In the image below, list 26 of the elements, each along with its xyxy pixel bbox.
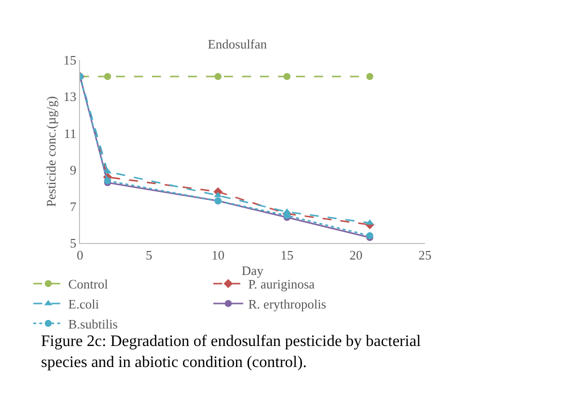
- x-tick-label: 5: [146, 248, 152, 263]
- y-tick-label: 9: [70, 162, 76, 178]
- legend-label: Control: [68, 276, 108, 292]
- legend-label: E.coli: [68, 296, 100, 312]
- point: [104, 72, 112, 80]
- legend-label: P. auriginosa: [248, 276, 315, 292]
- point: [284, 72, 290, 80]
- point: [366, 72, 374, 80]
- y-tick-label: 15: [63, 52, 76, 68]
- y-axis-title: Pesticide conc.(µg/g): [43, 96, 58, 207]
- x-tick-label: 10: [212, 248, 224, 263]
- y-tick-label: 13: [63, 89, 76, 104]
- x-tick-label: 25: [418, 248, 432, 263]
- legend-label: R. erythropolis: [248, 296, 326, 312]
- legend-label: B.subtilis: [68, 316, 118, 332]
- point: [366, 219, 374, 225]
- x-axis-title: Day: [242, 263, 264, 278]
- caption: Figure 2c: Degradation of endosulfan pesticide by bacterial species and in abiotic condition (control).: [41, 333, 422, 371]
- x-tick-label: 0: [76, 248, 84, 263]
- x-tick-label: 15: [280, 248, 294, 263]
- x-tick-label: 20: [350, 248, 362, 263]
- y-tick-label: 11: [64, 126, 76, 141]
- chart-title: Endosulfan: [208, 36, 268, 52]
- y-tick-label: 5: [70, 236, 76, 251]
- point: [214, 72, 222, 80]
- y-tick-label: 7: [70, 198, 77, 214]
